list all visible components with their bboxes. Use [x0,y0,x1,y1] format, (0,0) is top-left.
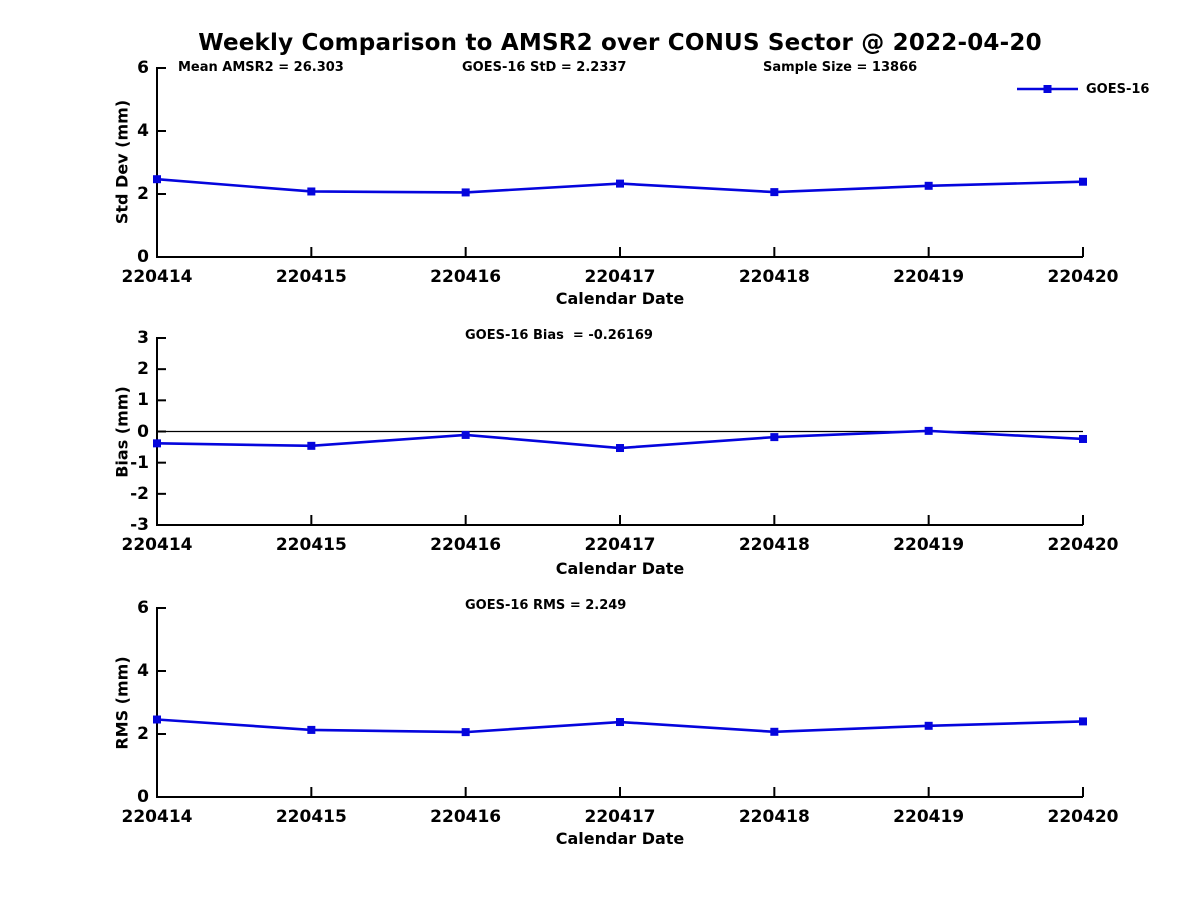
rms-marker-220418 [770,727,779,736]
std-dev-y-tick-label: 0 [137,247,149,267]
annotation-goes16-rms: GOES-16 RMS = 2.249 [465,598,627,613]
std-dev-marker-220420 [1079,177,1087,186]
rms-y-tick-label: 6 [137,598,149,618]
rms-marker-220416 [461,728,470,737]
bias-x-tick-label: 220418 [738,535,810,555]
bias-y-tick-label: 1 [137,390,149,411]
bias-marker-220416 [461,430,470,439]
bias-y-tick-label: 0 [137,421,149,442]
std-dev-marker-220417 [616,179,624,188]
rms-marker-220414 [153,715,161,724]
bias-y-tick-label: -3 [130,515,149,535]
bias-y-tick-label: -1 [130,452,149,473]
std-dev-y-tick-label: 6 [137,58,149,78]
std-dev-marker-220416 [461,188,470,197]
xlabel-calendar-date-3: Calendar Date [555,829,685,848]
std-dev-y-tick-label: 4 [137,121,149,141]
figure-title: Weekly Comparison to AMSR2 over CONUS Se… [198,30,1042,56]
ylabel-std-dev: Std Dev (mm) [112,99,132,225]
rms-marker-220420 [1079,717,1087,726]
std-dev-x-tick-label: 220419 [893,267,965,287]
legend-marker [1043,85,1052,93]
bias-marker-220418 [770,433,779,442]
ylabel-bias: Bias (mm) [112,386,132,478]
std-dev-marker-220418 [770,188,779,197]
rms-y-tick-label: 0 [137,787,149,807]
std-dev-x-tick-label: 220418 [738,267,810,287]
rms-x-tick-label: 220418 [738,807,810,827]
rms-x-tick-label: 220416 [430,807,502,827]
rms-y-tick-label: 4 [137,661,149,681]
bias-marker-220420 [1079,434,1087,443]
std-dev-y-tick-label: 2 [137,184,149,204]
rms-x-tick-label: 220415 [275,807,347,827]
bias-x-tick-label: 220420 [1047,535,1119,555]
legend-label-goes16: GOES-16 [1086,82,1150,97]
ylabel-rms: RMS (mm) [112,656,132,750]
bias-x-tick-label: 220414 [121,535,193,555]
rms-x-tick-label: 220419 [893,807,965,827]
rms-x-tick-label: 220420 [1047,807,1119,827]
bias-marker-220417 [616,444,624,453]
rms-x-tick-label: 220414 [121,807,193,827]
annotation-goes16-std: GOES-16 StD = 2.2337 [462,60,627,75]
bias-marker-220415 [307,441,316,450]
rms-marker-220415 [307,725,316,734]
annotation-goes16-bias: GOES-16 Bias = -0.26169 [465,328,653,343]
bias-y-tick-label: 3 [137,328,149,348]
annotation-mean-amsr2: Mean AMSR2 = 26.303 [178,60,344,75]
std-dev-marker-220414 [153,175,161,184]
std-dev-marker-220419 [924,181,933,190]
std-dev-marker-220415 [307,187,316,196]
bias-marker-220414 [153,439,161,448]
bias-x-tick-label: 220416 [430,535,502,555]
bias-x-tick-label: 220419 [893,535,965,555]
bias-x-tick-label: 220417 [584,535,656,555]
bias-marker-220419 [924,426,933,435]
bias-y-tick-label: -2 [130,483,149,504]
rms-y-tick-label: 2 [137,724,149,744]
xlabel-calendar-date-2: Calendar Date [555,559,685,578]
xlabel-calendar-date-1: Calendar Date [555,289,685,308]
rms-marker-220419 [924,721,933,730]
annotation-sample-size: Sample Size = 13866 [763,60,918,75]
std-dev-x-tick-label: 220414 [121,267,193,287]
rms-marker-220417 [616,718,624,727]
rms-x-tick-label: 220417 [584,807,656,827]
bias-x-tick-label: 220415 [275,535,347,555]
std-dev-x-tick-label: 220420 [1047,267,1119,287]
std-dev-x-tick-label: 220415 [275,267,347,287]
bias-y-tick-label: 2 [137,359,149,380]
std-dev-x-tick-label: 220417 [584,267,656,287]
std-dev-x-tick-label: 220416 [430,267,502,287]
